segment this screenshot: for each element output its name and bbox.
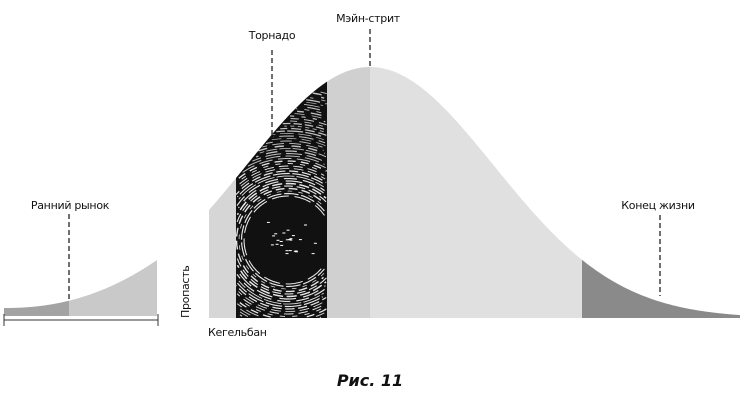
vortex-speck (289, 238, 292, 239)
early-market-label: Ранний рынок (31, 199, 110, 212)
vortex-speck (289, 250, 292, 251)
figure-caption: Рис. 11 (337, 371, 403, 390)
end-of-life-region (582, 260, 740, 318)
vortex-speck (312, 253, 315, 254)
vortex-speck (271, 244, 274, 245)
vortex-speck (314, 243, 317, 244)
chasm-label: Пропасть (179, 266, 192, 318)
vortex-speck (280, 245, 283, 246)
main-street-left-region (327, 67, 370, 318)
adoption-lifecycle-diagram: Ранний рынок Торнадо Мэйн-стрит Конец жи… (0, 0, 740, 404)
vortex-speck (304, 225, 307, 226)
vortex-speck (299, 239, 302, 240)
early-market-left-region (4, 301, 69, 316)
vortex-speck (286, 250, 289, 251)
early-market-right-region (69, 260, 157, 316)
vortex-speck (286, 253, 289, 254)
vortex-speck (295, 251, 298, 252)
vortex-speck (280, 241, 283, 242)
end-of-life-label: Конец жизни (621, 199, 695, 212)
main-street-right-region (370, 67, 582, 318)
bowling-alley-region (209, 178, 236, 318)
vortex-speck (277, 240, 280, 241)
vortex-speck (287, 230, 290, 231)
vortex-speck (282, 233, 285, 234)
bowling-alley-label: Кегельбан (208, 326, 267, 339)
vortex-speck (272, 235, 275, 236)
vortex-speck (274, 233, 277, 234)
vortex-speck (286, 239, 289, 240)
tornado-label: Торнадо (248, 29, 296, 42)
vortex-speck (292, 235, 295, 236)
vortex-speck (267, 222, 270, 223)
main-street-label: Мэйн-стрит (336, 12, 401, 25)
vortex-speck (276, 244, 279, 245)
